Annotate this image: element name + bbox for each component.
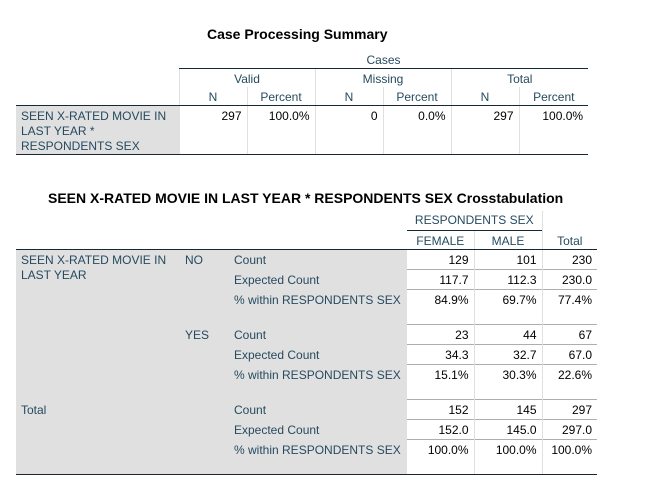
crosstab-stat-label: Count [229,398,408,419]
crosstab-cell: 230 [541,249,598,269]
crosstab-cell: 67.0 [541,343,598,364]
summary-subheader: Percent [246,87,315,106]
crosstab-row-variable: SEEN X-RATED MOVIE IN LAST YEAR [16,249,180,399]
summary-value: 100.0% [518,105,589,155]
crosstab-title: SEEN X-RATED MOVIE IN LAST YEAR * RESPON… [48,190,564,206]
crosstab-cell: 145.0 [473,418,543,439]
crosstab-cell: 77.4% [541,288,598,324]
summary-corner [16,49,179,68]
summary-subheader: Percent [382,87,451,106]
crosstab-cell: 84.9% [407,288,475,324]
crosstab-stat-label: % within RESPONDENTS SEX [229,288,408,324]
crosstab-col-female: FEMALE [407,229,475,250]
crosstab-cell: 100.0% [407,438,475,475]
crosstab-cell: 100.0% [541,438,598,475]
crosstab-group-label: YES [180,323,229,399]
crosstab-stat-label: % within RESPONDENTS SEX [229,438,408,475]
crosstab-corner [16,211,407,230]
crosstab-cell: 15.1% [407,363,475,399]
crosstab-stat-label: Expected Count [229,343,408,364]
summary-subheader: Percent [518,87,589,106]
crosstab-stat-label: % within RESPONDENTS SEX [229,363,408,399]
crosstab-stat-label: Expected Count [229,418,408,439]
summary-value: 297 [178,105,247,155]
summary-value: 0.0% [382,105,451,155]
crosstab-cell: 129 [407,249,475,269]
crosstab-cell: 69.7% [473,288,543,324]
summary-subheader: N [314,87,383,106]
crosstab-cell: 152 [407,398,475,419]
crosstab-cell: 44 [473,323,543,344]
crosstab-cell: 145 [473,398,543,419]
crosstab-cell: 100.0% [473,438,543,475]
crosstabulation-table: RESPONDENTS SEX Total FEMALE MALE SEEN X… [16,211,598,475]
crosstab-cell: 34.3 [407,343,475,364]
crosstab-cell: 32.7 [473,343,543,364]
crosstab-col-group: RESPONDENTS SEX [414,212,534,227]
crosstab-cell: 117.7 [407,268,475,289]
summary-group-missing: Missing [314,67,451,87]
crosstab-cell: 230.0 [541,268,598,289]
crosstab-stat-label: Count [229,323,408,344]
crosstab-total-label: Total [16,398,229,475]
summary-value: 0 [314,105,383,155]
crosstab-total-col: Total [541,211,598,250]
crosstab-group-label: NO [180,249,229,324]
crosstab-cell: 22.6% [541,363,598,399]
summary-cases-header: Cases [366,52,401,67]
crosstab-col-male: MALE [473,229,543,250]
crosstab-cell: 152.0 [407,418,475,439]
crosstab-stat-label: Count [229,249,408,269]
summary-value: 297 [450,105,519,155]
crosstab-cell: 30.3% [473,363,543,399]
crosstab-cell: 112.3 [473,268,543,289]
case-processing-summary-table: Cases Valid Missing Total N Percent N Pe… [16,49,589,155]
crosstab-cell: 67 [541,323,598,344]
summary-group-valid: Valid [178,67,315,87]
crosstab-cell: 101 [473,249,543,269]
summary-group-total: Total [450,67,589,87]
summary-title: Case Processing Summary [207,26,388,42]
crosstab-cell: 23 [407,323,475,344]
crosstab-cell: 297.0 [541,418,598,439]
summary-subheader: N [450,87,519,106]
summary-value: 100.0% [246,105,315,155]
summary-subheader: N [178,87,247,106]
crosstab-stat-label: Expected Count [229,268,408,289]
summary-row-label: SEEN X-RATED MOVIE IN LAST YEAR * RESPON… [16,105,179,155]
crosstab-cell: 297 [541,398,598,419]
